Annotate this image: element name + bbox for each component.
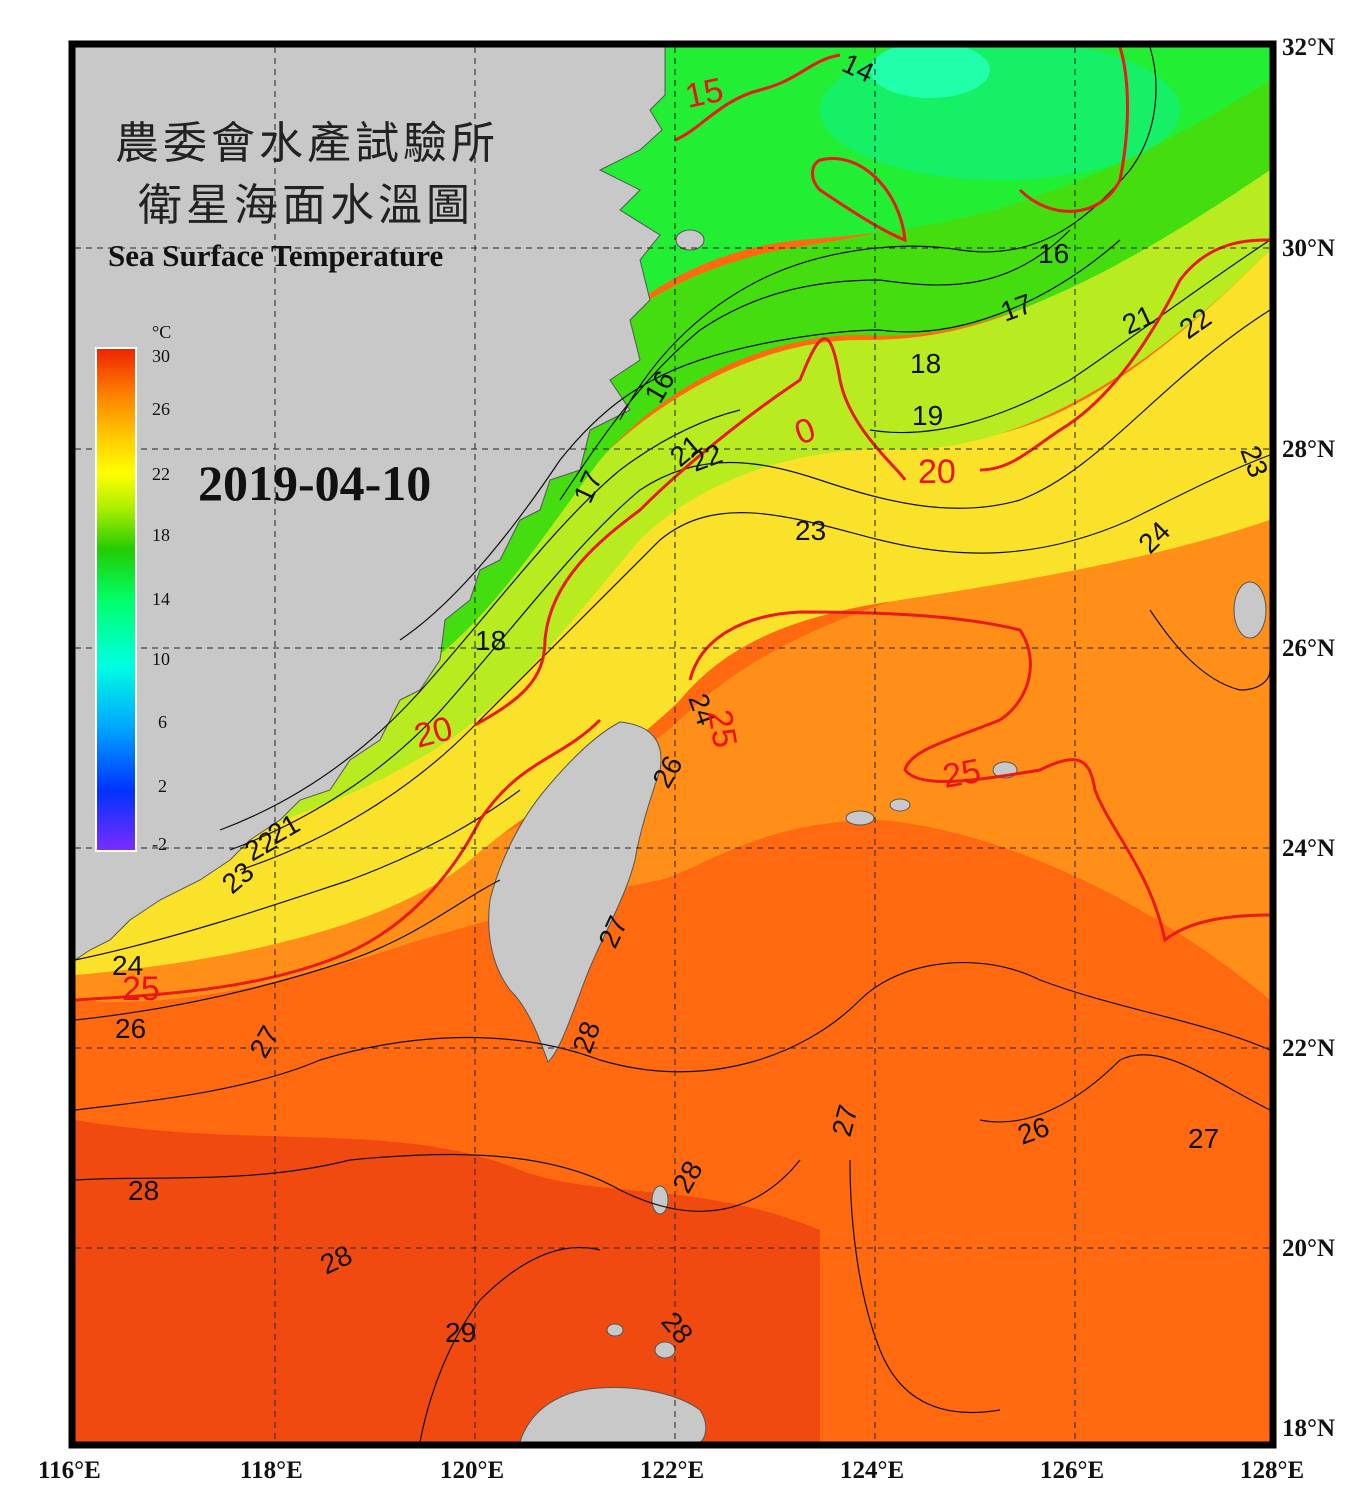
lat-label-26: 26°N <box>1282 635 1335 662</box>
contour-label-26-west: 26 <box>115 1013 146 1044</box>
island-babuyan-1 <box>606 1323 624 1337</box>
lat-label-30: 30°N <box>1282 235 1335 262</box>
contour-label-29: 29 <box>445 1317 476 1348</box>
colorbar-label-30: 30 <box>152 346 170 366</box>
contour-label-24-coast: 24 <box>112 950 143 981</box>
contour-label-20-east: 20 <box>918 453 956 491</box>
contour-label-28-west: 28 <box>128 1175 159 1206</box>
colorbar-label-6: 6 <box>158 712 167 732</box>
contour-label-16-east: 16 <box>1038 238 1069 269</box>
isotherm-24 <box>75 789 521 961</box>
colorbar-unit: °C <box>152 322 171 342</box>
contour-label-27-east: 27 <box>1188 1123 1219 1154</box>
isotherm-24-east <box>1149 609 1270 691</box>
lat-label-24: 24°N <box>1282 835 1335 862</box>
longitude-axis: 116°E 118°E 120°E 122°E 124°E 126°E 128°… <box>38 1457 1304 1484</box>
colorbar: °C 30 26 22 18 14 10 6 2 -2 <box>95 322 171 854</box>
colorbar-label-10: 10 <box>152 649 170 669</box>
lat-label-18: 18°N <box>1282 1415 1335 1442</box>
title-chinese-line1: 農委會水產試驗所 <box>115 118 499 169</box>
isotherm-27 <box>75 961 1270 1111</box>
contour-label-19: 19 <box>912 400 943 431</box>
map-area: 14 15 16 16 17 17 18 18 19 20 20 0 21 21… <box>75 47 1270 1442</box>
sea-yellowgreen <box>75 170 1270 860</box>
sea-yellow <box>75 250 1270 975</box>
colorbar-bar <box>95 347 137 852</box>
isotherm-18 <box>399 239 1121 641</box>
sea-cold-core <box>870 47 990 98</box>
isotherm-19 <box>869 239 1270 434</box>
isotherm-16 <box>619 47 1157 421</box>
lon-label-120: 120°E <box>440 1457 504 1484</box>
lon-label-128: 128°E <box>1240 1457 1304 1484</box>
contour-label-18-east: 18 <box>910 348 941 379</box>
contour-label-23-mid: 23 <box>795 515 826 546</box>
isotherm-23 <box>239 454 1270 871</box>
isotherm-29 <box>419 1246 601 1442</box>
date-label: 2019-04-10 <box>198 455 431 511</box>
colorbar-label-26: 26 <box>152 399 170 419</box>
isotherm-20-red <box>474 238 1270 727</box>
lat-label-32: 32°N <box>1282 34 1335 61</box>
sea-orange <box>75 480 1270 1002</box>
island-chusan <box>675 229 705 251</box>
black-isotherms <box>75 47 1270 1442</box>
isotherm-25-red-east <box>688 610 1270 943</box>
lat-label-22: 22°N <box>1282 1035 1335 1062</box>
colorbar-label-2: 2 <box>158 776 167 796</box>
lat-label-20: 20°N <box>1282 1235 1335 1262</box>
contour-label-15: 15 <box>682 71 727 116</box>
isotherm-26 <box>75 879 501 1021</box>
lon-label-124: 124°E <box>840 1457 904 1484</box>
isotherm-15-red <box>674 53 841 142</box>
taiwan-island <box>488 721 662 1063</box>
sea-hot <box>75 1120 820 1442</box>
colorbar-label-neg2: -2 <box>152 834 167 854</box>
isotherm-21 <box>219 409 741 831</box>
colorbar-label-18: 18 <box>152 525 170 545</box>
island-ryukyu-1 <box>845 810 875 826</box>
lon-label-122: 122°E <box>640 1457 704 1484</box>
contour-label-25-east: 25 <box>940 752 984 796</box>
isotherm-20-cold-eddy <box>811 157 907 243</box>
colorbar-label-22: 22 <box>152 464 170 484</box>
lat-label-28: 28°N <box>1282 436 1335 463</box>
map-frame <box>68 40 1277 1449</box>
isotherm-28 <box>75 1153 801 1212</box>
lon-label-116: 116°E <box>38 1457 101 1484</box>
island-ryukyu-2 <box>889 798 911 812</box>
lon-label-126: 126°E <box>1040 1457 1104 1484</box>
contour-label-25-west: 25 <box>122 970 160 1008</box>
lon-label-118: 118°E <box>240 1457 303 1484</box>
graticule <box>75 47 1270 1442</box>
colorbar-label-14: 14 <box>152 589 170 609</box>
contour-label-18-coast: 18 <box>475 625 506 656</box>
isotherm-26-east <box>979 1054 1270 1123</box>
isotherm-22 <box>229 309 1270 851</box>
isotherm-25-red <box>75 718 602 1002</box>
latitude-axis: 32°N 30°N 28°N 26°N 24°N 22°N 20°N 18°N <box>1282 34 1335 1442</box>
isotherm-27-south <box>849 1159 1001 1414</box>
luzon-island <box>519 1386 707 1442</box>
island-batan <box>651 1185 669 1215</box>
contour-label-25-strait: 25 <box>700 707 744 751</box>
isotherm-17 <box>559 229 1071 501</box>
red-isotherms <box>75 47 1270 1002</box>
title-chinese-line2: 衛星海面水溫圖 <box>138 180 474 231</box>
china-coast <box>75 47 666 961</box>
island-okinawa <box>1233 581 1267 639</box>
isotherm-15-north <box>1018 47 1129 213</box>
title-english: Sea Surface Temperature <box>108 238 443 273</box>
